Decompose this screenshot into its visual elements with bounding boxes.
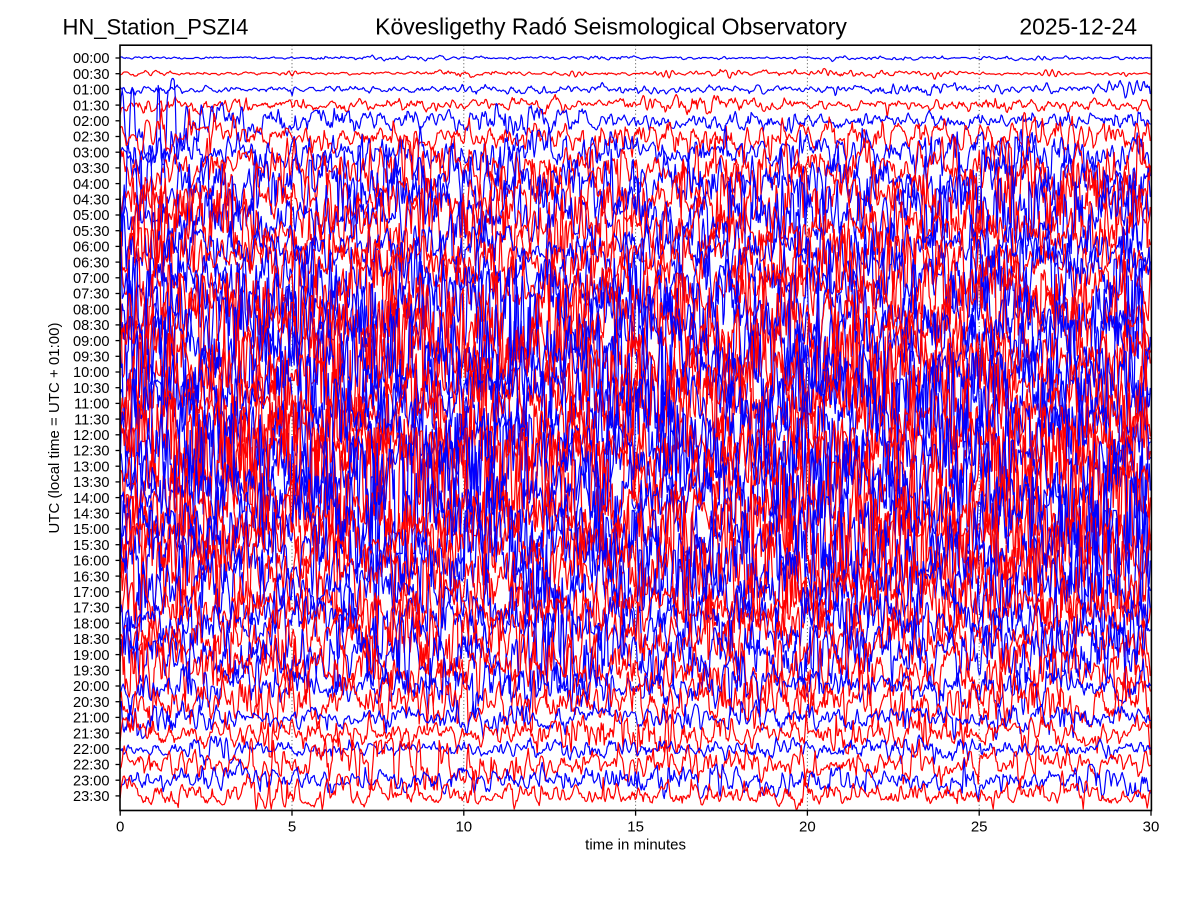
svg-text:04:30: 04:30 xyxy=(73,193,110,209)
svg-text:20:30: 20:30 xyxy=(73,695,110,711)
svg-text:UTC (local time = UTC + 01:00): UTC (local time = UTC + 01:00) xyxy=(46,323,63,534)
svg-text:17:00: 17:00 xyxy=(73,585,110,601)
svg-text:time in minutes: time in minutes xyxy=(585,837,686,854)
svg-text:16:00: 16:00 xyxy=(73,554,110,570)
svg-text:00:00: 00:00 xyxy=(73,51,110,67)
svg-text:15:30: 15:30 xyxy=(73,538,110,554)
svg-text:12:30: 12:30 xyxy=(73,444,110,460)
svg-text:20: 20 xyxy=(799,819,816,836)
svg-text:Kövesligethy Radó Seismologica: Kövesligethy Radó Seismological Observat… xyxy=(375,14,847,40)
svg-text:05:00: 05:00 xyxy=(73,208,110,224)
svg-text:02:30: 02:30 xyxy=(73,130,110,146)
svg-text:12:00: 12:00 xyxy=(73,428,110,444)
svg-text:07:30: 07:30 xyxy=(73,287,110,303)
svg-text:18:00: 18:00 xyxy=(73,616,110,632)
svg-text:04:00: 04:00 xyxy=(73,177,110,193)
svg-text:07:00: 07:00 xyxy=(73,271,110,287)
svg-text:0: 0 xyxy=(116,819,124,836)
svg-text:08:30: 08:30 xyxy=(73,318,110,334)
svg-text:13:00: 13:00 xyxy=(73,459,110,475)
svg-text:08:00: 08:00 xyxy=(73,302,110,318)
svg-text:10:30: 10:30 xyxy=(73,381,110,397)
svg-text:11:00: 11:00 xyxy=(74,397,109,413)
svg-text:5: 5 xyxy=(288,819,296,836)
svg-text:22:00: 22:00 xyxy=(73,742,110,758)
svg-text:2025-12-24: 2025-12-24 xyxy=(1019,14,1137,40)
svg-text:15: 15 xyxy=(627,819,644,836)
svg-text:14:00: 14:00 xyxy=(73,491,110,507)
svg-text:19:30: 19:30 xyxy=(73,664,110,680)
svg-text:13:30: 13:30 xyxy=(73,475,110,491)
svg-text:15:00: 15:00 xyxy=(73,522,110,538)
svg-text:09:30: 09:30 xyxy=(73,350,110,366)
svg-text:10:00: 10:00 xyxy=(73,365,110,381)
svg-text:10: 10 xyxy=(455,819,472,836)
svg-text:05:30: 05:30 xyxy=(73,224,110,240)
svg-text:14:30: 14:30 xyxy=(73,507,110,523)
svg-text:22:30: 22:30 xyxy=(73,758,110,774)
svg-text:00:30: 00:30 xyxy=(73,67,110,83)
svg-text:01:30: 01:30 xyxy=(73,98,110,114)
svg-text:25: 25 xyxy=(971,819,988,836)
svg-text:HN_Station_PSZI4: HN_Station_PSZI4 xyxy=(63,15,249,40)
svg-text:11:30: 11:30 xyxy=(74,412,109,428)
svg-text:23:00: 23:00 xyxy=(73,773,110,789)
svg-text:18:30: 18:30 xyxy=(73,632,110,648)
svg-text:17:30: 17:30 xyxy=(73,601,110,617)
svg-text:03:30: 03:30 xyxy=(73,161,110,177)
svg-text:02:00: 02:00 xyxy=(73,114,110,130)
svg-text:20:00: 20:00 xyxy=(73,679,110,695)
svg-text:03:00: 03:00 xyxy=(73,145,110,161)
svg-text:16:30: 16:30 xyxy=(73,569,110,585)
svg-text:09:00: 09:00 xyxy=(73,334,110,350)
svg-text:23:30: 23:30 xyxy=(73,789,110,805)
svg-text:06:30: 06:30 xyxy=(73,255,110,271)
svg-text:19:00: 19:00 xyxy=(73,648,110,664)
svg-text:21:00: 21:00 xyxy=(73,711,110,727)
svg-text:30: 30 xyxy=(1143,819,1160,836)
svg-text:21:30: 21:30 xyxy=(73,726,110,742)
svg-text:06:00: 06:00 xyxy=(73,240,110,256)
svg-text:01:00: 01:00 xyxy=(73,83,110,99)
